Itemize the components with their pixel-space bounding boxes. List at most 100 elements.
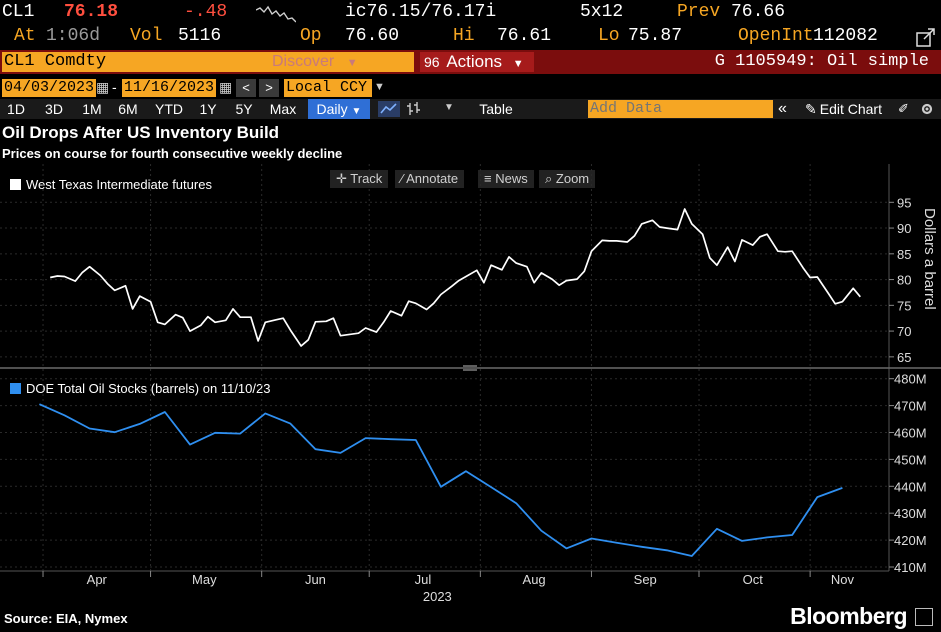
- open-interest-label: OpenInt: [738, 26, 814, 46]
- period-3d[interactable]: 3D: [45, 101, 63, 117]
- price-tick-label: 75: [897, 298, 911, 313]
- period-max[interactable]: Max: [269, 101, 297, 117]
- function-code: 96: [424, 54, 440, 70]
- price-legend-swatch: [10, 179, 21, 190]
- period-ytd[interactable]: YTD: [155, 101, 183, 117]
- open-label: Op: [300, 26, 322, 46]
- chevron-down-icon[interactable]: ▼: [444, 102, 454, 113]
- currency-select[interactable]: Local CCY: [284, 79, 372, 97]
- stocks-legend-swatch: [10, 383, 21, 394]
- crosshair-icon: ✛: [336, 171, 351, 186]
- quote-row-1: CL1 76.18 -.48 ic76.15/76.17i 5x12 Prev …: [0, 2, 941, 26]
- chevron-down-icon[interactable]: ▼: [374, 81, 385, 93]
- ticker-symbol: CL1: [2, 2, 35, 22]
- period-6m[interactable]: 6M: [118, 101, 138, 117]
- next-period-button[interactable]: >: [259, 79, 279, 97]
- annotate-tool[interactable]: ∕ Annotate: [395, 170, 465, 188]
- chart-toolbar: 1D 3D 1M 6M YTD 1Y 5Y Max Daily ▼ ▼ Tabl…: [0, 99, 941, 119]
- start-date-input[interactable]: 04/03/2023: [2, 79, 97, 97]
- annotate-pen-icon[interactable]: ✐: [898, 101, 909, 116]
- line-chart-icon[interactable]: [378, 101, 400, 117]
- command-bar: CL1 Comdty Discover ▼ 96 Actions ▼ G 110…: [0, 50, 941, 74]
- expand-icon[interactable]: [915, 608, 933, 626]
- period-1d[interactable]: 1D: [7, 101, 25, 117]
- chevron-down-icon: ▼: [346, 57, 358, 69]
- low-value: 75.87: [628, 26, 683, 46]
- collapse-icon[interactable]: «: [778, 100, 787, 117]
- stocks-tick-label: 440M: [894, 479, 927, 494]
- stocks-line: [39, 403, 843, 557]
- edit-chart-button[interactable]: ✎ Edit Chart: [805, 99, 882, 119]
- period-1y[interactable]: 1Y: [199, 101, 217, 117]
- bar-type-icon[interactable]: [406, 101, 422, 117]
- low-label: Lo: [598, 26, 620, 46]
- stocks-legend-label: DOE Total Oil Stocks (barrels) on 11/10/…: [26, 381, 271, 396]
- track-tool[interactable]: ✛ Track: [330, 170, 389, 188]
- bid-ask: ic76.15/76.17i: [345, 2, 497, 22]
- security-input[interactable]: CL1 Comdty: [2, 52, 414, 72]
- prev-label: Prev: [677, 2, 721, 22]
- month-tick-label: Apr: [87, 572, 108, 587]
- price-axis-label: Dollars a barrel: [921, 208, 938, 310]
- month-tick-label: Jul: [415, 572, 432, 587]
- period-1m[interactable]: 1M: [82, 101, 102, 117]
- chart-subtitle: Prices on course for fourth consecutive …: [2, 146, 343, 161]
- frequency-select[interactable]: Daily ▼: [308, 99, 370, 119]
- price-series: [50, 208, 861, 347]
- stocks-series: [39, 403, 843, 557]
- period-5y[interactable]: 5Y: [235, 101, 253, 117]
- price-tick-label: 70: [897, 324, 911, 339]
- discover-menu[interactable]: Discover ▼: [272, 50, 358, 74]
- price-tick-label: 65: [897, 350, 911, 365]
- table-button[interactable]: Table: [479, 101, 513, 117]
- annotate-label: Annotate: [406, 171, 459, 186]
- range-dash: -: [112, 79, 117, 95]
- year-label: 2023: [423, 589, 452, 604]
- source-note: Source: EIA, Nymex: [4, 611, 128, 626]
- chart-name: G 1105949: Oil simple: [714, 52, 929, 71]
- month-tick-label: Aug: [523, 572, 546, 587]
- high-value: 76.61: [497, 26, 552, 46]
- month-tick-label: Nov: [831, 572, 855, 587]
- chart-title: Oil Drops After US Inventory Build: [2, 123, 280, 142]
- edit-chart-label: Edit Chart: [819, 101, 882, 117]
- vol-value: 5116: [178, 26, 222, 46]
- price-legend: West Texas Intermediate futures: [10, 177, 212, 192]
- open-value: 76.60: [345, 26, 400, 46]
- price-legend-label: West Texas Intermediate futures: [26, 177, 212, 192]
- frequency-label: Daily: [316, 101, 348, 117]
- stocks-tick-label: 480M: [894, 372, 927, 387]
- price-tick-label: 80: [897, 273, 911, 288]
- price-tick-label: 90: [897, 221, 911, 236]
- grid: [0, 164, 889, 571]
- prev-value: 76.66: [731, 2, 786, 22]
- zoom-tool[interactable]: ⌕ Zoom: [539, 170, 596, 188]
- date-range-row: 04/03/2023 ▦ - 11/16/2023 ▦ < > Local CC…: [0, 79, 941, 99]
- open-interest-value: 112082: [813, 26, 878, 46]
- previous-period-button[interactable]: <: [236, 79, 256, 97]
- chevron-down-icon: ▼: [351, 106, 362, 117]
- bloomberg-logo: Bloomberg: [790, 603, 907, 629]
- chart-canvas[interactable]: 65 70 75 80 85 90 95 Dollars a barrel 410M 420M 43…: [0, 164, 941, 608]
- discover-label: Discover: [272, 53, 335, 70]
- month-tick-label: Sep: [634, 572, 657, 587]
- pencil-icon: ∕: [401, 171, 407, 186]
- quote-row-2: At 1:06d Vol 5116 Op 76.60 Hi 76.61 Lo 7…: [0, 26, 941, 50]
- add-data-input[interactable]: [588, 100, 773, 118]
- news-icon: ≡: [484, 171, 496, 186]
- magnifier-icon: ⌕: [545, 171, 556, 186]
- zoom-label: Zoom: [555, 171, 590, 186]
- actions-menu[interactable]: 96 Actions ▼: [420, 52, 534, 72]
- price-change: -.48: [184, 2, 228, 22]
- calendar-icon[interactable]: ▦: [96, 79, 110, 95]
- end-date-input[interactable]: 11/16/2023: [122, 79, 217, 97]
- stocks-tick-label: 460M: [894, 425, 927, 440]
- sparkline-icon: [256, 5, 296, 23]
- track-label: Track: [350, 171, 383, 186]
- export-icon[interactable]: [916, 28, 936, 48]
- news-tool[interactable]: ≡ News: [478, 170, 534, 188]
- stocks-tick-label: 450M: [894, 452, 927, 467]
- settings-gear-icon[interactable]: [920, 102, 934, 116]
- calendar-icon[interactable]: ▦: [219, 79, 233, 95]
- stocks-tick-label: 470M: [894, 399, 927, 414]
